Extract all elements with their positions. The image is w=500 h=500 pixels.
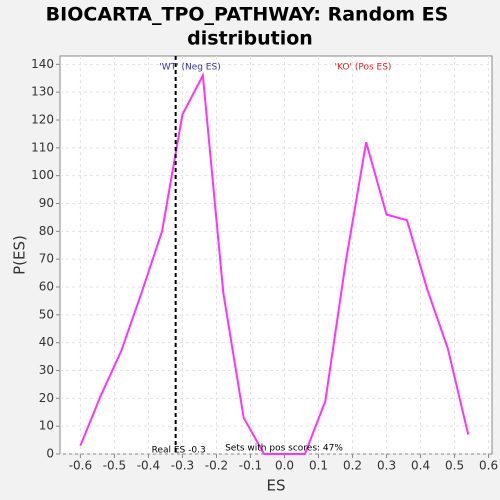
x-tick-label: 0.1 <box>309 459 328 473</box>
y-tick-label: 130 <box>31 85 54 99</box>
x-tick-label: 0.0 <box>275 459 294 473</box>
y-tick-label: 100 <box>31 168 54 182</box>
y-tick-label: 80 <box>39 224 54 238</box>
chart-title: distribution <box>187 28 313 50</box>
y-tick-label: 110 <box>31 140 54 154</box>
y-tick-label: 90 <box>39 196 54 210</box>
y-tick-label: 50 <box>39 307 54 321</box>
line-series <box>79 72 470 455</box>
y-tick-label: 120 <box>31 113 54 127</box>
y-tick-label: 30 <box>39 363 54 377</box>
x-tick-label: 0.3 <box>377 459 396 473</box>
x-tick-label: 0.5 <box>445 459 464 473</box>
x-tick-label: 0.2 <box>343 459 362 473</box>
chart-title: BIOCARTA_TPO_PATHWAY: Random ES <box>46 4 449 26</box>
x-tick-label: -0.6 <box>69 459 92 473</box>
x-tick-label: -0.5 <box>103 459 126 473</box>
y-tick-label: 0 <box>46 447 54 461</box>
x-axis-label: ES <box>267 477 286 495</box>
x-tick-label: -0.4 <box>137 459 160 473</box>
x-tick-label: 0.4 <box>411 459 430 473</box>
plot-area <box>59 55 493 455</box>
y-tick-label: 70 <box>39 252 54 266</box>
x-tick-label: -0.2 <box>205 459 228 473</box>
pos-label: 'KO' (Pos ES) <box>335 63 392 73</box>
x-tick-label: -0.1 <box>239 459 262 473</box>
y-tick-label: 60 <box>39 280 54 294</box>
x-tick-label: -0.3 <box>171 459 194 473</box>
y-tick-label: 40 <box>39 335 54 349</box>
real-es-label: Real ES -0.3 <box>152 446 206 456</box>
x-tick-label: 0.6 <box>479 459 498 473</box>
y-tick-label: 10 <box>39 419 54 433</box>
pos-scores-label: Sets with pos scores: 47% <box>225 444 343 454</box>
y-axis-label: P(ES) <box>11 235 29 275</box>
y-tick-label: 140 <box>31 57 54 71</box>
y-tick-label: 20 <box>39 391 54 405</box>
neg-label: 'WT' (Neg ES) <box>159 63 220 73</box>
